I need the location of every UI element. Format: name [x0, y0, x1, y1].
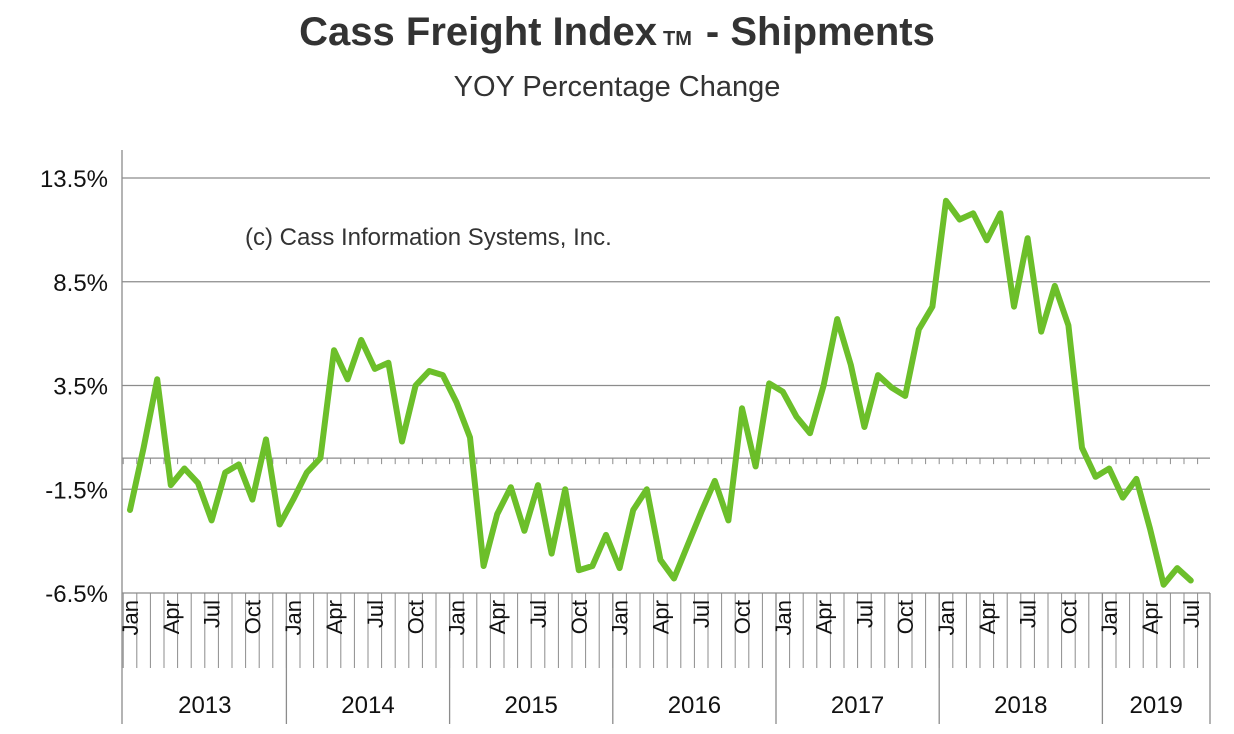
x-month-label: Jul: [1016, 600, 1041, 628]
x-month-label: Jan: [281, 600, 306, 635]
y-tick-label: 8.5%: [53, 270, 108, 297]
x-year-label: 2017: [831, 692, 884, 719]
copyright-annotation: (c) Cass Information Systems, Inc.: [245, 224, 612, 251]
x-month-label: Apr: [975, 600, 1000, 634]
x-month-label: Apr: [812, 600, 837, 634]
x-month-label: Jul: [1179, 600, 1204, 628]
series-layer: [127, 197, 1194, 588]
x-month-label: Jan: [1097, 600, 1122, 635]
x-month-label: Apr: [159, 600, 184, 634]
x-year-label: 2015: [505, 692, 558, 719]
x-year-label: 2018: [994, 692, 1047, 719]
y-tick-label: -1.5%: [45, 477, 108, 504]
y-tick-label: 13.5%: [40, 166, 108, 193]
x-month-label: Oct: [893, 600, 918, 634]
y-axis-labels: 13.5% 8.5% 3.5% -1.5% -6.5%: [40, 166, 108, 608]
x-month-label: Jan: [118, 600, 143, 635]
x-year-label: 2013: [178, 692, 231, 719]
x-month-label: Jan: [608, 600, 633, 635]
gridlines: [122, 177, 1210, 594]
chart-subtitle: YOY Percentage Change: [454, 71, 781, 103]
x-month-label: Jul: [852, 600, 877, 628]
x-month-label: Apr: [485, 600, 510, 634]
x-month-label: Apr: [648, 600, 673, 634]
y-tick-label: -6.5%: [45, 581, 108, 608]
x-month-label: Oct: [730, 600, 755, 634]
x-year-label: 2019: [1130, 692, 1183, 719]
x-year-label: 2016: [668, 692, 721, 719]
x-month-label: Oct: [404, 600, 429, 634]
x-month-label: Apr: [1138, 600, 1163, 634]
x-month-label: Oct: [567, 600, 592, 634]
x-axis-labels: Jan Apr Jul Oct Jan Apr Jul Oct Jan Apr Jul Oct Jan A…: [118, 600, 1204, 719]
y-tick-label: 3.5%: [53, 374, 108, 401]
chart-title: Cass Freight Index TM - Shipments: [299, 10, 935, 54]
x-month-label: Jul: [526, 600, 551, 628]
axes: [121, 150, 1211, 724]
x-month-label: Jul: [363, 600, 388, 628]
x-month-label: Apr: [322, 600, 347, 634]
shipments-series-line: [127, 197, 1194, 588]
x-month-label: Oct: [1056, 600, 1081, 634]
x-month-label: Jan: [444, 600, 469, 635]
x-month-label: Jul: [689, 600, 714, 628]
x-month-label: Jul: [200, 600, 225, 628]
x-year-label: 2014: [341, 692, 394, 719]
x-month-label: Oct: [240, 600, 265, 634]
x-month-label: Jan: [934, 600, 959, 635]
x-month-label: Jan: [771, 600, 796, 635]
